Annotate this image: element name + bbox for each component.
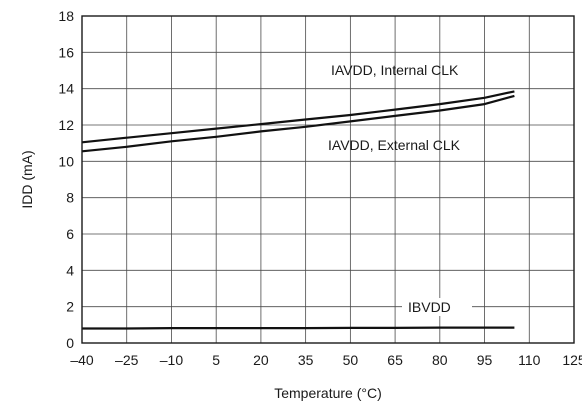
series-lines <box>81 90 515 330</box>
series-annotation: IAVDD, External CLK <box>328 137 461 153</box>
grid <box>82 16 574 343</box>
series-annotations: IAVDD, Internal CLK IAVDD, External CLK IB… <box>328 62 472 316</box>
annotation-background <box>402 298 472 316</box>
x-tick-label: –25 <box>115 352 139 368</box>
x-tick-label: 50 <box>343 352 359 368</box>
x-tick-label: 80 <box>432 352 448 368</box>
x-tick-label: 65 <box>387 352 403 368</box>
y-tick-label: 0 <box>66 335 74 351</box>
x-axis-title: Temperature (°C) <box>274 385 382 401</box>
x-tick-label: –10 <box>160 352 184 368</box>
series-annotation: IBVDD <box>408 299 451 315</box>
y-tick-label: 10 <box>58 153 74 169</box>
series-line-2 <box>82 326 515 330</box>
series-annotation: IAVDD, Internal CLK <box>331 62 459 78</box>
x-tick-label: 125 <box>562 352 582 368</box>
plot-frame <box>81 15 575 344</box>
x-tick-label: 95 <box>477 352 493 368</box>
y-tick-label: 12 <box>58 117 74 133</box>
x-tick-labels: –40 –25 –10 5 20 35 50 65 80 95 110 125 <box>70 352 582 368</box>
y-tick-label: 14 <box>58 81 74 97</box>
x-tick-label: 5 <box>212 352 220 368</box>
series-line-0 <box>81 90 515 144</box>
y-tick-label: 4 <box>66 262 74 278</box>
y-tick-label: 2 <box>66 299 74 315</box>
x-tick-label: 35 <box>298 352 314 368</box>
y-tick-label: 8 <box>66 190 74 206</box>
series-line-1 <box>81 94 515 153</box>
y-tick-label: 6 <box>66 226 74 242</box>
x-tick-label: –40 <box>70 352 94 368</box>
y-tick-labels: 0 2 4 6 8 10 12 14 16 18 <box>58 8 74 351</box>
y-axis-title: IDD (mA) <box>19 150 35 208</box>
y-tick-label: 18 <box>58 8 74 24</box>
y-tick-label: 16 <box>58 44 74 60</box>
x-tick-label: 110 <box>518 352 541 368</box>
x-tick-label: 20 <box>253 352 269 368</box>
